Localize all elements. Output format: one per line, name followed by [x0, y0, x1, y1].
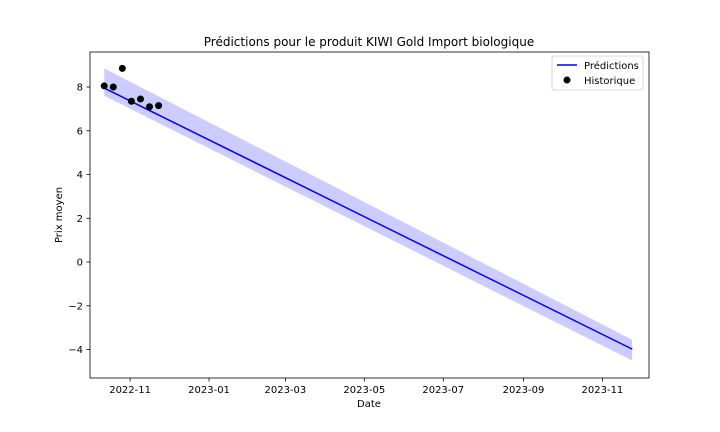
y-tick-label-6: 6	[77, 126, 83, 137]
y-tick-label-0: 0	[77, 258, 83, 269]
y-tick-label--2: −2	[68, 301, 83, 312]
historical-points	[100, 64, 163, 111]
legend: Prédictions Historique	[551, 55, 644, 91]
legend-swatch-historique	[563, 76, 571, 84]
x-tick-label-2023-01: 2023-01	[188, 385, 230, 396]
historical-point-3	[118, 64, 126, 72]
x-tick-label-2023-03: 2023-03	[264, 385, 306, 396]
legend-label-predictions: Prédictions	[584, 60, 639, 72]
legend-label-historique: Historique	[584, 76, 635, 87]
historical-point-2	[109, 83, 117, 91]
prediction-interval-band	[104, 68, 633, 361]
axes-frame	[89, 51, 650, 379]
y-tick-label-4: 4	[77, 170, 83, 181]
historical-point-4	[127, 97, 135, 105]
prediction-line	[103, 87, 633, 350]
x-tick-label-2023-09: 2023-09	[503, 385, 545, 396]
historical-point-6	[146, 103, 154, 111]
y-tick-label--4: −4	[68, 345, 83, 356]
x-axis-label: Date	[357, 399, 381, 410]
x-axis: 2022-11 2023-01 2023-03 2023-05 2023-07 2023-…	[109, 378, 623, 396]
plot-area	[100, 64, 633, 361]
historical-point-1	[100, 82, 108, 90]
y-axis: −4 −2 0 2 4 6 8	[68, 83, 90, 356]
x-tick-label-2023-11: 2023-11	[582, 385, 624, 396]
chart-title: Prédictions pour le produit KIWI Gold Im…	[204, 35, 534, 49]
y-tick-label-8: 8	[77, 83, 83, 94]
x-tick-label-2023-07: 2023-07	[422, 385, 464, 396]
historical-point-7	[155, 102, 163, 110]
x-tick-label-2023-05: 2023-05	[343, 385, 385, 396]
historical-point-5	[136, 95, 144, 103]
x-tick-label-2022-11: 2022-11	[109, 385, 151, 396]
y-axis-label: Prix moyen	[54, 187, 65, 243]
y-tick-label-2: 2	[77, 214, 83, 225]
